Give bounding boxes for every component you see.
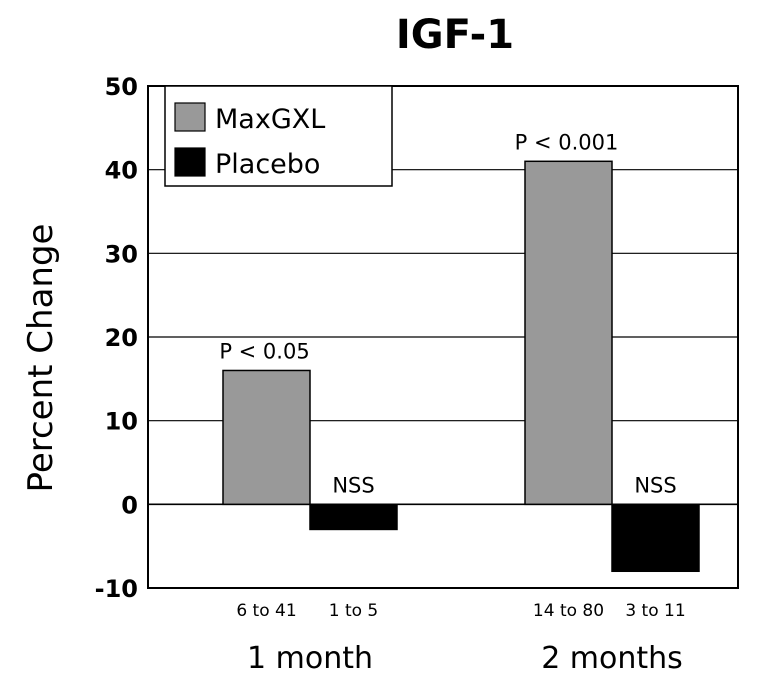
bars xyxy=(222,160,700,573)
category-label: 1 month xyxy=(247,641,373,676)
bar-placebo xyxy=(611,503,700,573)
bar-annotations: P < 0.05 6 to 41 NSS 1 to 5 1 month P < 0.001… xyxy=(219,130,685,676)
range-label: 14 to 80 xyxy=(533,601,604,621)
bar-maxgxl xyxy=(524,160,613,506)
legend: MaxGXL Placebo xyxy=(164,85,393,187)
y-tick-label: 50 xyxy=(105,73,138,101)
y-tick-label: 30 xyxy=(105,240,138,268)
range-label: 6 to 41 xyxy=(236,601,296,621)
legend-entry: MaxGXL xyxy=(215,104,325,135)
y-tick-labels: -10 0 10 20 30 40 50 xyxy=(95,73,138,603)
y-tick-label: -10 xyxy=(95,575,138,603)
significance-label: NSS xyxy=(634,473,676,497)
range-label: 1 to 5 xyxy=(329,601,379,621)
legend-swatch-placebo xyxy=(174,147,206,177)
range-label: 3 to 11 xyxy=(625,601,685,621)
category-label: 2 months xyxy=(541,641,683,676)
legend-entry: Placebo xyxy=(215,149,320,180)
y-axis-label: Percent Change xyxy=(21,224,61,493)
plot-frame xyxy=(147,85,739,589)
bar-placebo xyxy=(309,503,398,531)
y-tick-label: 40 xyxy=(105,157,138,185)
chart-title: IGF-1 xyxy=(396,12,514,58)
significance-label: P < 0.05 xyxy=(219,339,309,363)
legend-swatch-maxgxl xyxy=(174,102,206,132)
bar-maxgxl xyxy=(222,369,311,506)
significance-label: NSS xyxy=(332,473,374,497)
y-tick-label: 10 xyxy=(105,408,138,436)
y-tick-label: 20 xyxy=(105,324,138,352)
significance-label: P < 0.001 xyxy=(515,130,619,154)
y-tick-label: 0 xyxy=(121,491,138,519)
